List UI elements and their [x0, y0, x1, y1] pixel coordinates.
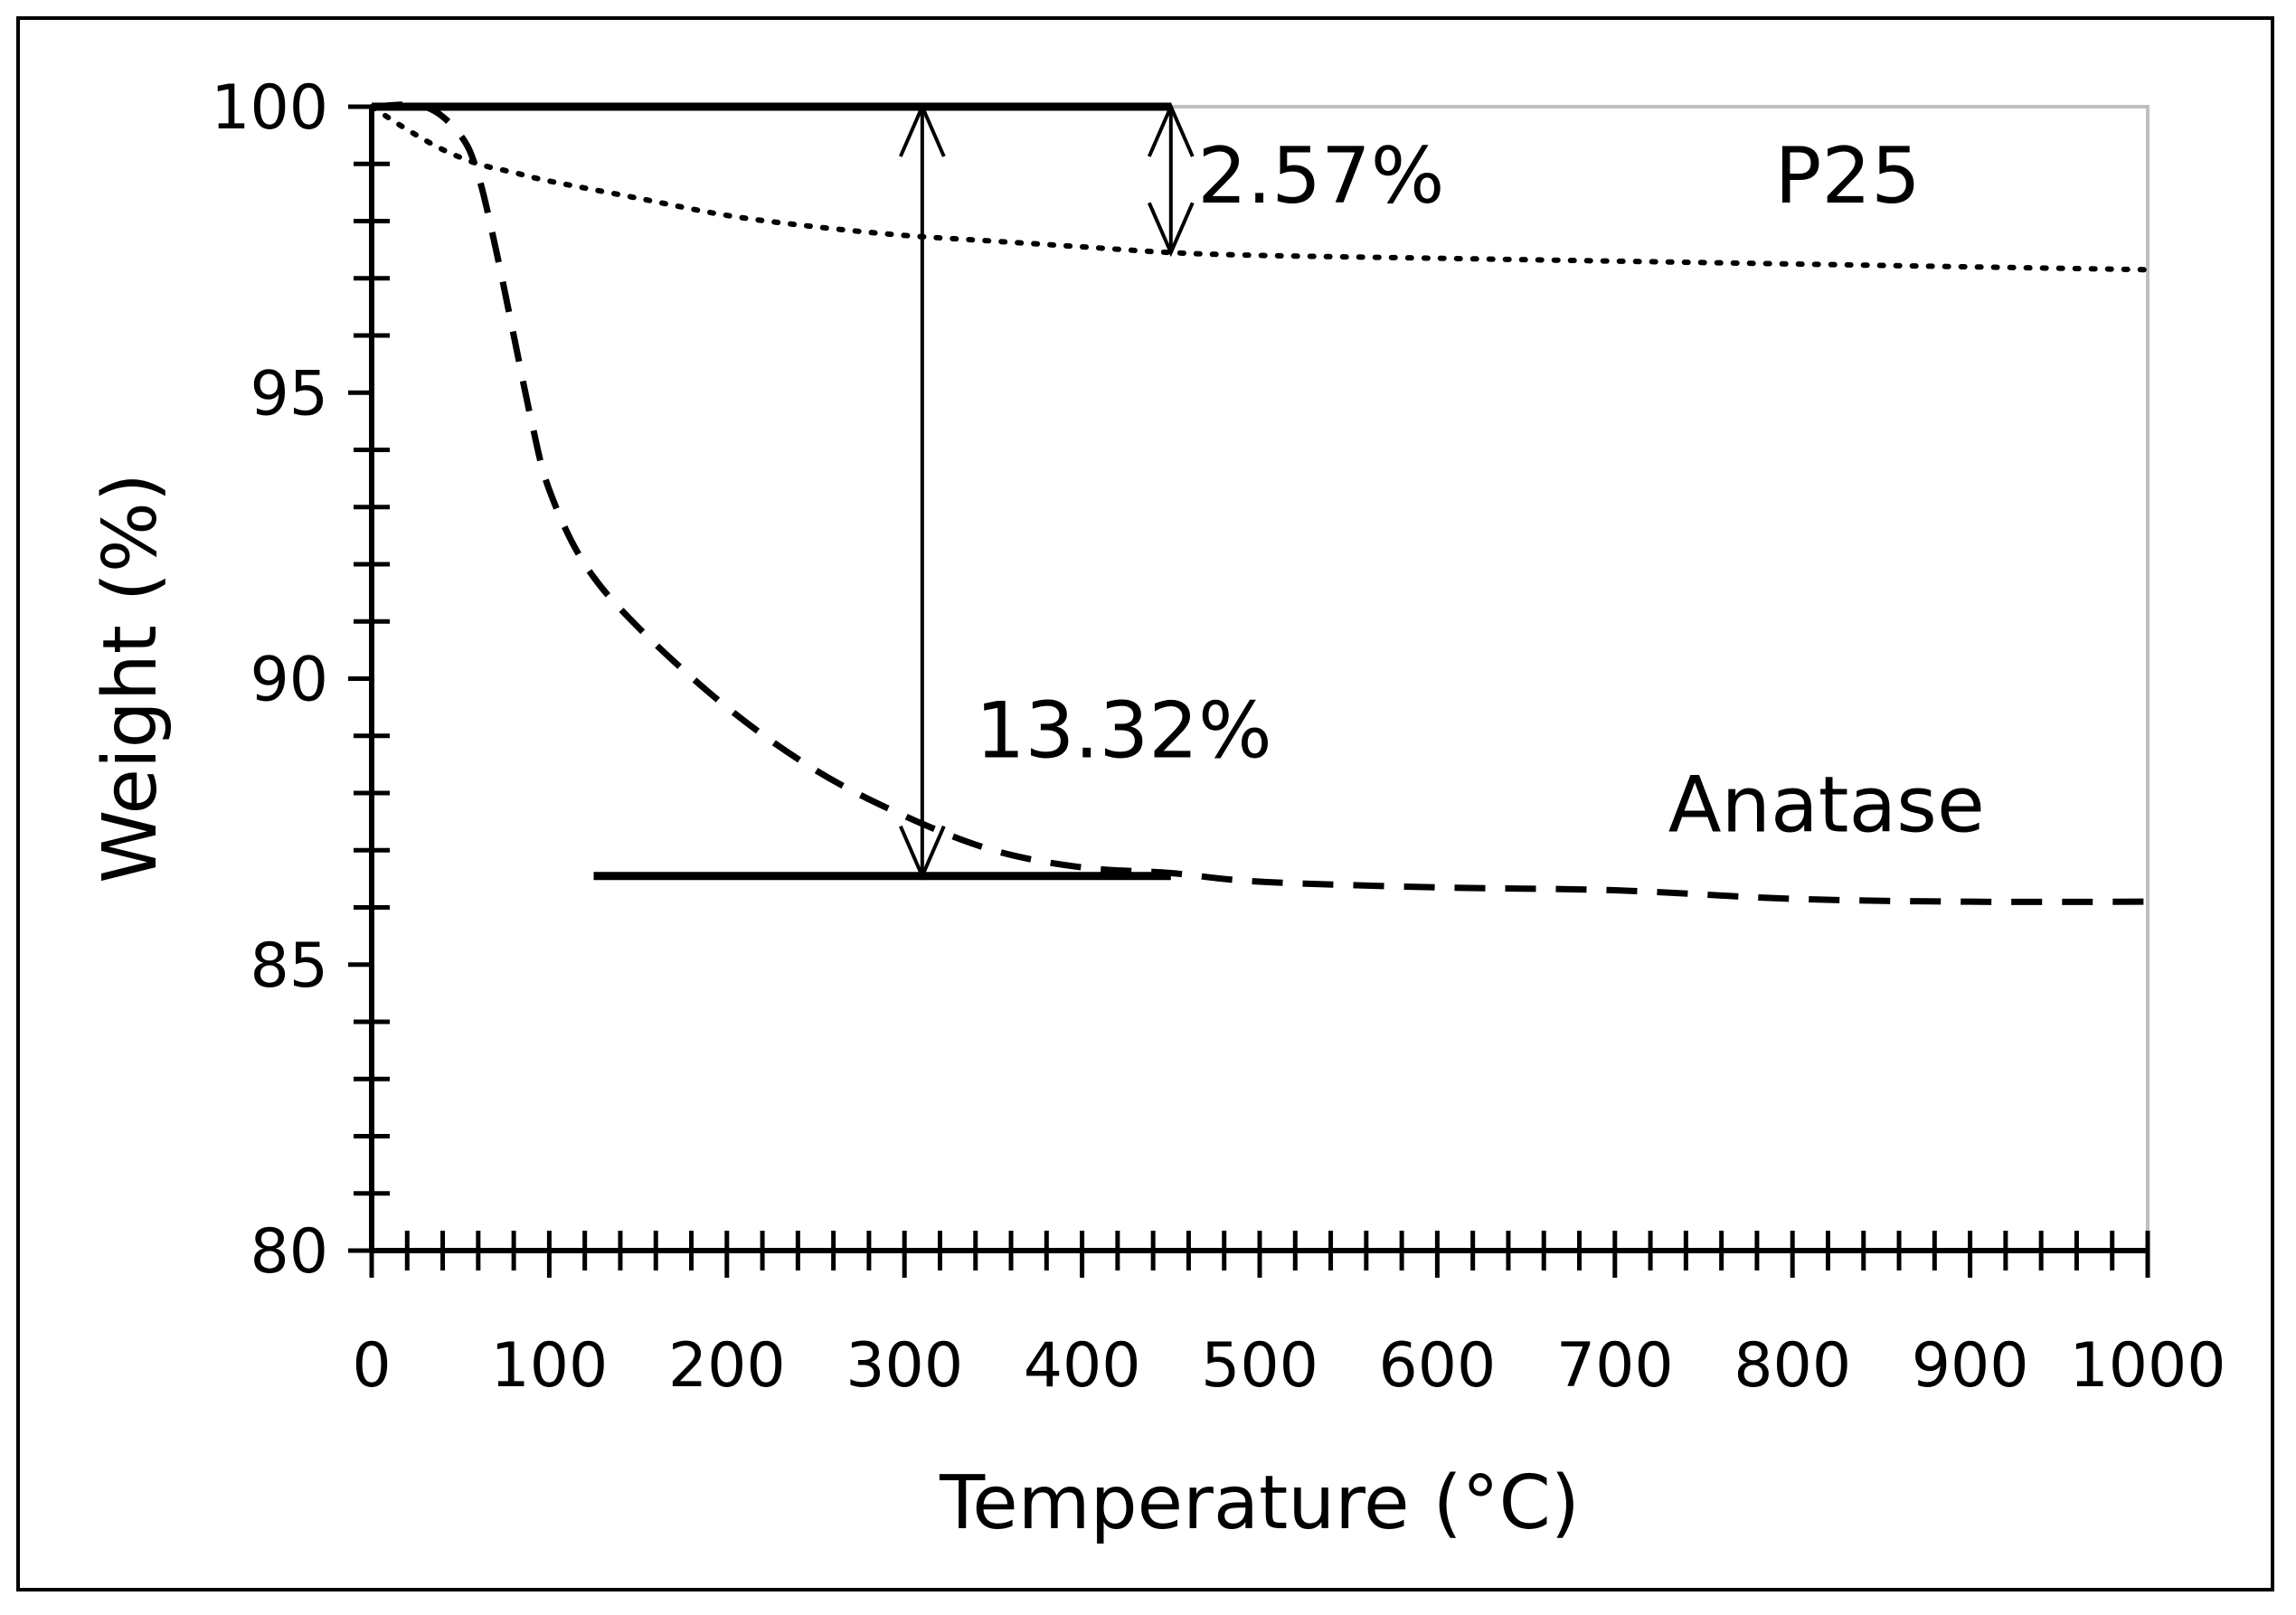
- series-line-anatase: [371, 101, 2149, 905]
- chart-frame: [16, 16, 2274, 1591]
- x-tick-label: 700: [1556, 1330, 1674, 1402]
- annotation-anatase-loss: 13.32%: [976, 685, 1272, 776]
- x-tick-label: 100: [491, 1330, 609, 1402]
- x-tick-label: 200: [668, 1330, 786, 1402]
- series-line-p25: [369, 104, 2150, 273]
- x-axis-title: Temperature (°C): [939, 1460, 1580, 1546]
- x-tick-label: 600: [1379, 1330, 1497, 1402]
- x-tick-label: 400: [1024, 1330, 1141, 1402]
- y-tick-label: 100: [211, 72, 328, 144]
- x-tick-label: 800: [1734, 1330, 1851, 1402]
- series-layer: [369, 101, 2150, 905]
- x-tick-label: 0: [352, 1330, 391, 1402]
- arrow-head-down: [1147, 202, 1195, 258]
- reference-lines: [372, 102, 1171, 881]
- arrow-head-up: [899, 101, 946, 157]
- label-anatase: Anatase: [1668, 760, 1985, 851]
- x-tick-label: 300: [846, 1330, 963, 1402]
- y-tick-label: 95: [250, 358, 328, 430]
- x-tick-label: 1000: [2069, 1330, 2225, 1402]
- arrows-layer: [899, 101, 1195, 881]
- y-tick-label: 85: [250, 930, 328, 1002]
- annotation-p25-loss: 2.57%: [1197, 131, 1444, 222]
- y-tick-label: 80: [250, 1216, 328, 1288]
- arrow-head-down: [899, 825, 946, 881]
- x-tick-label: 500: [1201, 1330, 1318, 1402]
- x-tick-label: 900: [1912, 1330, 2029, 1402]
- plot-area-border: [370, 105, 2150, 1252]
- arrow-head-up: [1147, 101, 1195, 157]
- label-p25: P25: [1775, 131, 1921, 222]
- y-axis-title: Weight (%): [88, 473, 174, 883]
- y-tick-label: 90: [250, 645, 328, 716]
